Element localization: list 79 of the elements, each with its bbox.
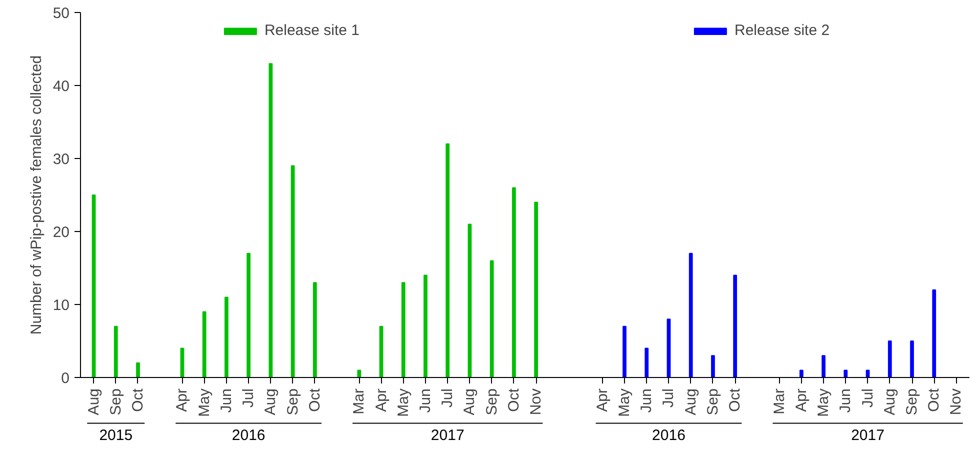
x-tick-label: Sep <box>904 388 921 416</box>
x-tick-label: Apr <box>594 388 611 412</box>
bar <box>910 340 914 378</box>
x-tick-label: Aug <box>85 388 102 416</box>
bar <box>224 296 228 378</box>
bar <box>512 187 516 378</box>
x-tick-label: Sep <box>284 388 302 416</box>
x-tick-label: Oct <box>306 388 324 412</box>
bar <box>733 274 738 378</box>
text: 2016 <box>232 427 266 444</box>
y-tick-label: 50 <box>52 5 70 22</box>
bar <box>446 143 450 378</box>
bar <box>490 260 494 378</box>
y-tick-label: 40 <box>52 78 70 95</box>
x-tick-label: Jul <box>439 388 456 408</box>
x-tick-label: Mar <box>350 388 368 414</box>
x-tick-label: Jul <box>240 388 258 408</box>
text: 2017 <box>430 427 464 444</box>
bar <box>932 289 936 378</box>
bar <box>888 340 892 378</box>
x-tick-label: Sep <box>704 388 722 416</box>
bar <box>114 326 118 378</box>
x-tick-label: Oct <box>726 388 744 412</box>
x-tick-label: Sep <box>483 388 500 416</box>
x-tick-label: Aug <box>881 388 898 416</box>
x-tick-label: Oct <box>926 388 943 412</box>
text: 2015 <box>99 427 133 444</box>
bar <box>246 252 251 378</box>
x-tick-label: Aug <box>682 388 700 416</box>
bar <box>534 202 538 378</box>
x-tick-label: Jul <box>660 388 678 408</box>
y-tick-label: 0 <box>61 370 70 387</box>
bar <box>844 370 848 378</box>
y-tick-label: 10 <box>52 297 70 314</box>
bar <box>644 348 649 378</box>
bar <box>666 318 671 378</box>
x-tick-label: Oct <box>130 388 146 412</box>
x-tick-label: Nov <box>948 388 965 416</box>
bar <box>312 282 317 378</box>
x-tick-label: Aug <box>461 388 478 416</box>
x-tick-label: Jun <box>416 388 434 413</box>
bar <box>468 224 472 378</box>
x-tick-label: Mar <box>770 388 788 414</box>
bar <box>202 311 206 378</box>
x-tick-label: May <box>815 388 832 417</box>
bar <box>290 165 295 378</box>
y-tick-label: 20 <box>52 224 70 241</box>
bar <box>357 370 362 378</box>
bar <box>622 326 626 378</box>
x-tick-label: Aug <box>262 388 280 416</box>
x-tick-label: Apr <box>174 388 191 412</box>
bar <box>401 282 406 378</box>
x-tick-label: Apr <box>372 388 390 412</box>
x-tick-label: Jun <box>837 388 854 413</box>
bar <box>711 355 715 378</box>
bar <box>424 274 428 378</box>
bar <box>92 194 96 378</box>
y-tick-label: 30 <box>52 151 70 168</box>
bar <box>688 252 693 378</box>
x-tick-label: Jul <box>859 388 876 408</box>
bar <box>379 326 384 378</box>
x-tick-label: Oct <box>505 388 522 412</box>
x-tick-label: Sep <box>107 388 124 416</box>
legend-label: Release site 1 <box>264 22 360 39</box>
bar <box>136 362 140 378</box>
text: 2016 <box>652 427 686 444</box>
x-tick-label: Nov <box>528 388 545 416</box>
bar <box>268 63 273 378</box>
y-axis-title: Number of wPip-postive females collected <box>28 55 45 335</box>
x-tick-label: May <box>196 388 213 417</box>
legend-label: Release site 2 <box>734 22 830 39</box>
x-tick-label: May <box>616 388 634 417</box>
bar <box>799 370 804 378</box>
bar <box>822 355 826 378</box>
text: 2017 <box>851 427 884 444</box>
x-tick-label: Jun <box>638 388 656 413</box>
x-tick-label: Jun <box>218 388 235 413</box>
x-tick-label: May <box>394 388 412 417</box>
x-tick-label: Apr <box>792 388 810 412</box>
